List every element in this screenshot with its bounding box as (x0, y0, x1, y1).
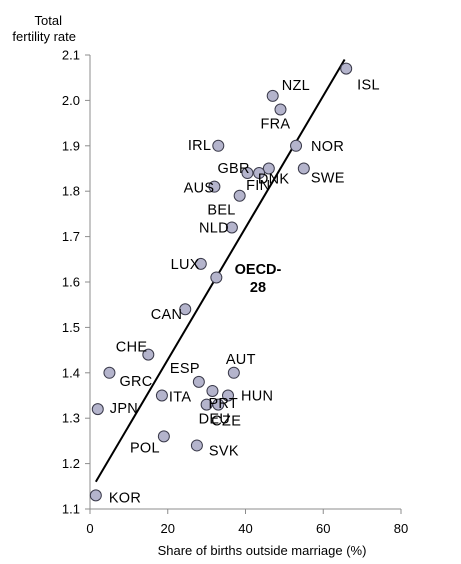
point-label-grc: GRC (119, 374, 152, 390)
point-pol (157, 430, 170, 443)
point-kor (89, 489, 102, 502)
point-irl (212, 139, 225, 152)
x-tick-label: 40 (238, 521, 252, 536)
point-label-nor: NOR (311, 139, 344, 155)
point-label-cze: CZE (211, 414, 241, 430)
point-lux (194, 257, 207, 270)
point-label-esp: ESP (170, 361, 200, 377)
point-can (179, 303, 192, 316)
point-label-aus: AUS (184, 181, 215, 197)
point-label-kor: KOR (109, 490, 141, 506)
y-tick-label: 1.6 (62, 275, 80, 290)
y-tick-label: 1.8 (62, 184, 80, 199)
point-grc (103, 366, 116, 379)
points-group (89, 62, 353, 502)
trendline-group (94, 59, 346, 483)
y-axis-label-line2: fertility rate (12, 29, 76, 44)
annotation-line1: OECD- (235, 262, 282, 278)
point-deu (200, 398, 213, 411)
point-aut (227, 366, 240, 379)
point-isl (340, 62, 353, 75)
point-hun (222, 389, 235, 402)
point-label-pol: POL (130, 440, 160, 456)
point-bel (233, 189, 246, 202)
point-label-prt: PRT (208, 396, 238, 412)
point-fin (253, 167, 266, 180)
point-che (142, 348, 155, 361)
point-cze (212, 398, 225, 411)
annotation-line2: 28 (250, 280, 266, 296)
point-label-gbr: GBR (217, 161, 249, 177)
point-ita (155, 389, 168, 402)
y-tick-label: 1.4 (62, 365, 80, 380)
y-axis-label-line1: Total (35, 13, 63, 28)
point-dnk (262, 162, 275, 175)
x-tick-label: 0 (86, 521, 93, 536)
x-tick-label: 80 (394, 521, 408, 536)
point-prt (206, 384, 219, 397)
point-label-nzl: NZL (282, 78, 310, 94)
point-jpn (91, 403, 104, 416)
point-label-nld: NLD (199, 221, 229, 237)
y-tick-label: 2.0 (62, 93, 80, 108)
point-label-hun: HUN (241, 389, 273, 405)
point-label-irl: IRL (188, 138, 211, 154)
point-nzl (266, 89, 279, 102)
x-tick-label: 60 (316, 521, 330, 536)
point-label-jpn: JPN (110, 401, 138, 417)
point-oecd-28 (210, 271, 223, 284)
point-swe (297, 162, 310, 175)
y-tick-label: 1.9 (62, 138, 80, 153)
point-label-lux: LUX (171, 257, 200, 273)
y-tick-label: 1.5 (62, 320, 80, 335)
x-tick-label: 20 (161, 521, 175, 536)
point-label-aut: AUT (226, 352, 256, 368)
point-label-can: CAN (151, 307, 183, 323)
axes: 1.1 1.2 1.3 1.4 1.5 1.6 1.7 1.8 1.9 2.0 2.1 0 20 40 60… (62, 48, 408, 537)
point-label-isl: ISL (357, 78, 380, 94)
point-nld (225, 221, 238, 234)
y-tick-label: 1.2 (62, 456, 80, 471)
point-label-deu: DEU (199, 412, 231, 428)
point-nor (290, 139, 303, 152)
trendline (94, 59, 346, 483)
y-tick-label: 1.1 (62, 502, 80, 517)
point-label-svk: SVK (209, 443, 239, 459)
point-svk (190, 439, 203, 452)
point-fra (274, 103, 287, 116)
x-axis-label: Share of births outside marriage (%) (158, 543, 367, 558)
point-esp (192, 375, 205, 388)
point-label-dnk: DNK (258, 172, 290, 188)
point-label-bel: BEL (207, 203, 235, 219)
point-label-che: CHE (116, 340, 148, 356)
point-label-ita: ITA (169, 390, 191, 406)
point-label-fin: FIN (246, 178, 270, 194)
point-label-swe: SWE (311, 171, 345, 187)
y-tick-label: 2.1 (62, 48, 80, 63)
y-tick-label: 1.3 (62, 411, 80, 426)
point-gbr (241, 167, 254, 180)
point-aus (208, 180, 221, 193)
point-label-fra: FRA (260, 116, 290, 132)
y-tick-label: 1.7 (62, 229, 80, 244)
